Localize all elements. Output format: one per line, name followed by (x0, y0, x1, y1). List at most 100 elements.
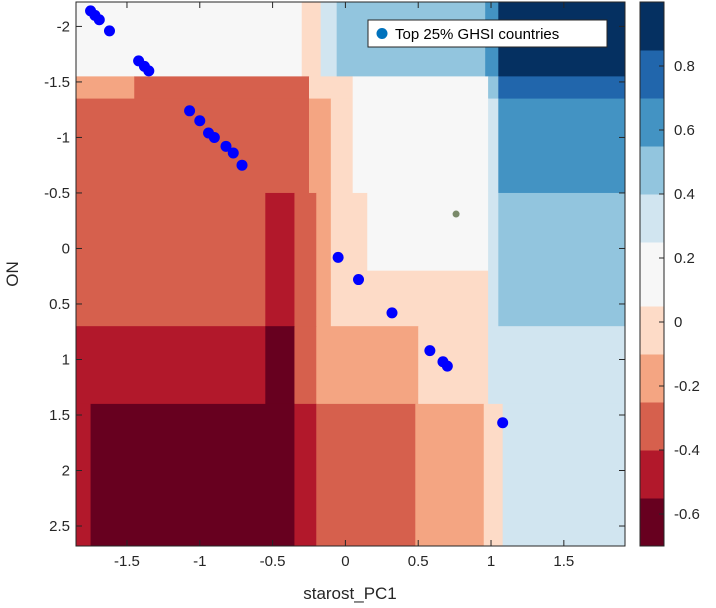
x-tick-label: 1.5 (553, 553, 574, 570)
heatmap-cell (76, 192, 266, 327)
heatmap-cell (76, 326, 266, 405)
heatmap-cell (134, 76, 310, 100)
heatmap-cell (308, 76, 354, 100)
y-tick-label: -2 (57, 18, 70, 35)
colorbar-bin (640, 450, 664, 499)
scatter-point (236, 159, 248, 171)
colorbar-tick-label: -0.4 (674, 442, 700, 459)
heatmap-cell (301, 2, 322, 77)
heatmap-cells (76, 2, 626, 547)
heatmap-cell (316, 403, 416, 547)
plot-frame (75, 1, 626, 547)
heatmap-cell (265, 326, 295, 405)
x-tick-label: 1 (487, 553, 495, 570)
scatter-point (386, 307, 398, 319)
scatter-point (353, 274, 365, 286)
heatmap-cell (320, 2, 338, 77)
heatmap-cell (308, 98, 332, 194)
legend-entry-label: Top 25% GHSI countries (395, 26, 559, 43)
heatmap-cell (352, 76, 489, 100)
x-tick-label: 0 (341, 553, 349, 570)
y-tick-label: -1.5 (44, 74, 70, 91)
x-tick-label: -0.5 (260, 553, 286, 570)
legend-marker (376, 28, 388, 39)
heatmap-cell (76, 76, 135, 100)
colorbar-bins (640, 2, 664, 547)
heatmap-cell (316, 326, 419, 405)
scatter-point (332, 251, 344, 263)
colorbar-bin (640, 146, 664, 195)
colorbar-bin (640, 242, 664, 307)
heatmap-cell (502, 403, 626, 547)
scatter-point (208, 131, 220, 143)
scatter-point (441, 360, 453, 372)
colorbar-bin (640, 2, 664, 51)
heatmap-cell (294, 403, 317, 547)
y-axis-label: ON (3, 261, 22, 287)
x-tick-label: -1.5 (114, 553, 140, 570)
annotation-point (452, 210, 460, 218)
legend-box (367, 19, 608, 48)
heatmap-cell (498, 76, 626, 100)
colorbar: -0.6 -0.4 -0.2 0 0.2 0.4 0.6 0.8 (639, 1, 700, 547)
scatter-point (220, 140, 232, 152)
y-tick-label: 2.5 (49, 518, 70, 535)
colorbar-bin (640, 194, 664, 243)
heatmap-cell (498, 98, 626, 194)
scatter-point (103, 25, 115, 37)
heatmap-cell (76, 403, 92, 547)
colorbar-tick-label: -0.2 (674, 378, 700, 395)
heatmap-cell (488, 98, 499, 194)
heatmap-cell (76, 2, 303, 77)
heatmap-cell (330, 98, 354, 194)
heatmap-cell (498, 192, 626, 327)
colorbar-bin (640, 98, 664, 147)
heatmap-cell (488, 326, 626, 405)
x-tick-label: 0.5 (408, 553, 429, 570)
heatmap-cell (418, 326, 489, 405)
colorbar-tick-label: 0 (674, 314, 682, 331)
heatmap-cell (294, 192, 317, 327)
scatter-markers (85, 5, 509, 429)
scatter-point (424, 345, 436, 357)
colorbar-tick-label: 0.8 (674, 58, 695, 75)
heatmap-cell (352, 98, 489, 194)
heatmap-cell (415, 403, 485, 547)
colorbar-tick-label: 0.2 (674, 250, 695, 267)
scatter-point (497, 417, 509, 429)
colorbar-tick-label: 0.4 (674, 186, 695, 203)
heatmap-cell (367, 192, 489, 272)
x-tick-label: -1 (193, 553, 206, 570)
scatter-point (184, 105, 196, 117)
scatter-point (227, 147, 239, 159)
colorbar-bin (640, 50, 664, 99)
colorbar-bin (640, 498, 664, 547)
y-tick-label: -0.5 (44, 185, 70, 202)
y-tick-label: 0.5 (49, 296, 70, 313)
heatmap-cell (294, 326, 317, 405)
colorbar-bin (640, 402, 664, 451)
y-axis-ticks: -2 -1.5 -1 -0.5 0 0.5 1 1.5 2 2.5 (44, 18, 625, 535)
colorbar-bin (640, 306, 664, 355)
x-axis-ticks: -1.5 -1 -0.5 0 0.5 1 1.5 (114, 2, 574, 570)
heatmap-cell (483, 403, 504, 547)
colorbar-frame (639, 1, 665, 547)
colorbar-ticks: -0.6 -0.4 -0.2 0 0.2 0.4 0.6 0.8 (659, 58, 700, 523)
y-tick-label: 1 (62, 351, 70, 368)
heatmap-cell (316, 192, 332, 327)
y-tick-label: 1.5 (49, 407, 70, 424)
legend: Top 25% GHSI countries (367, 19, 608, 48)
colorbar-tick-label: 0.6 (674, 122, 695, 139)
colorbar-bin (640, 354, 664, 403)
scatter-point (194, 115, 206, 127)
scatter-point (143, 65, 155, 77)
y-tick-label: 2 (62, 463, 70, 480)
y-tick-label: 0 (62, 240, 70, 257)
heatmap-cell (265, 192, 295, 327)
x-axis-label: starost_PC1 (303, 584, 397, 603)
colorbar-tick-label: -0.6 (674, 506, 700, 523)
heatmap-cell (488, 192, 499, 327)
scatter-point (93, 14, 105, 26)
y-tick-label: -1 (57, 129, 70, 146)
